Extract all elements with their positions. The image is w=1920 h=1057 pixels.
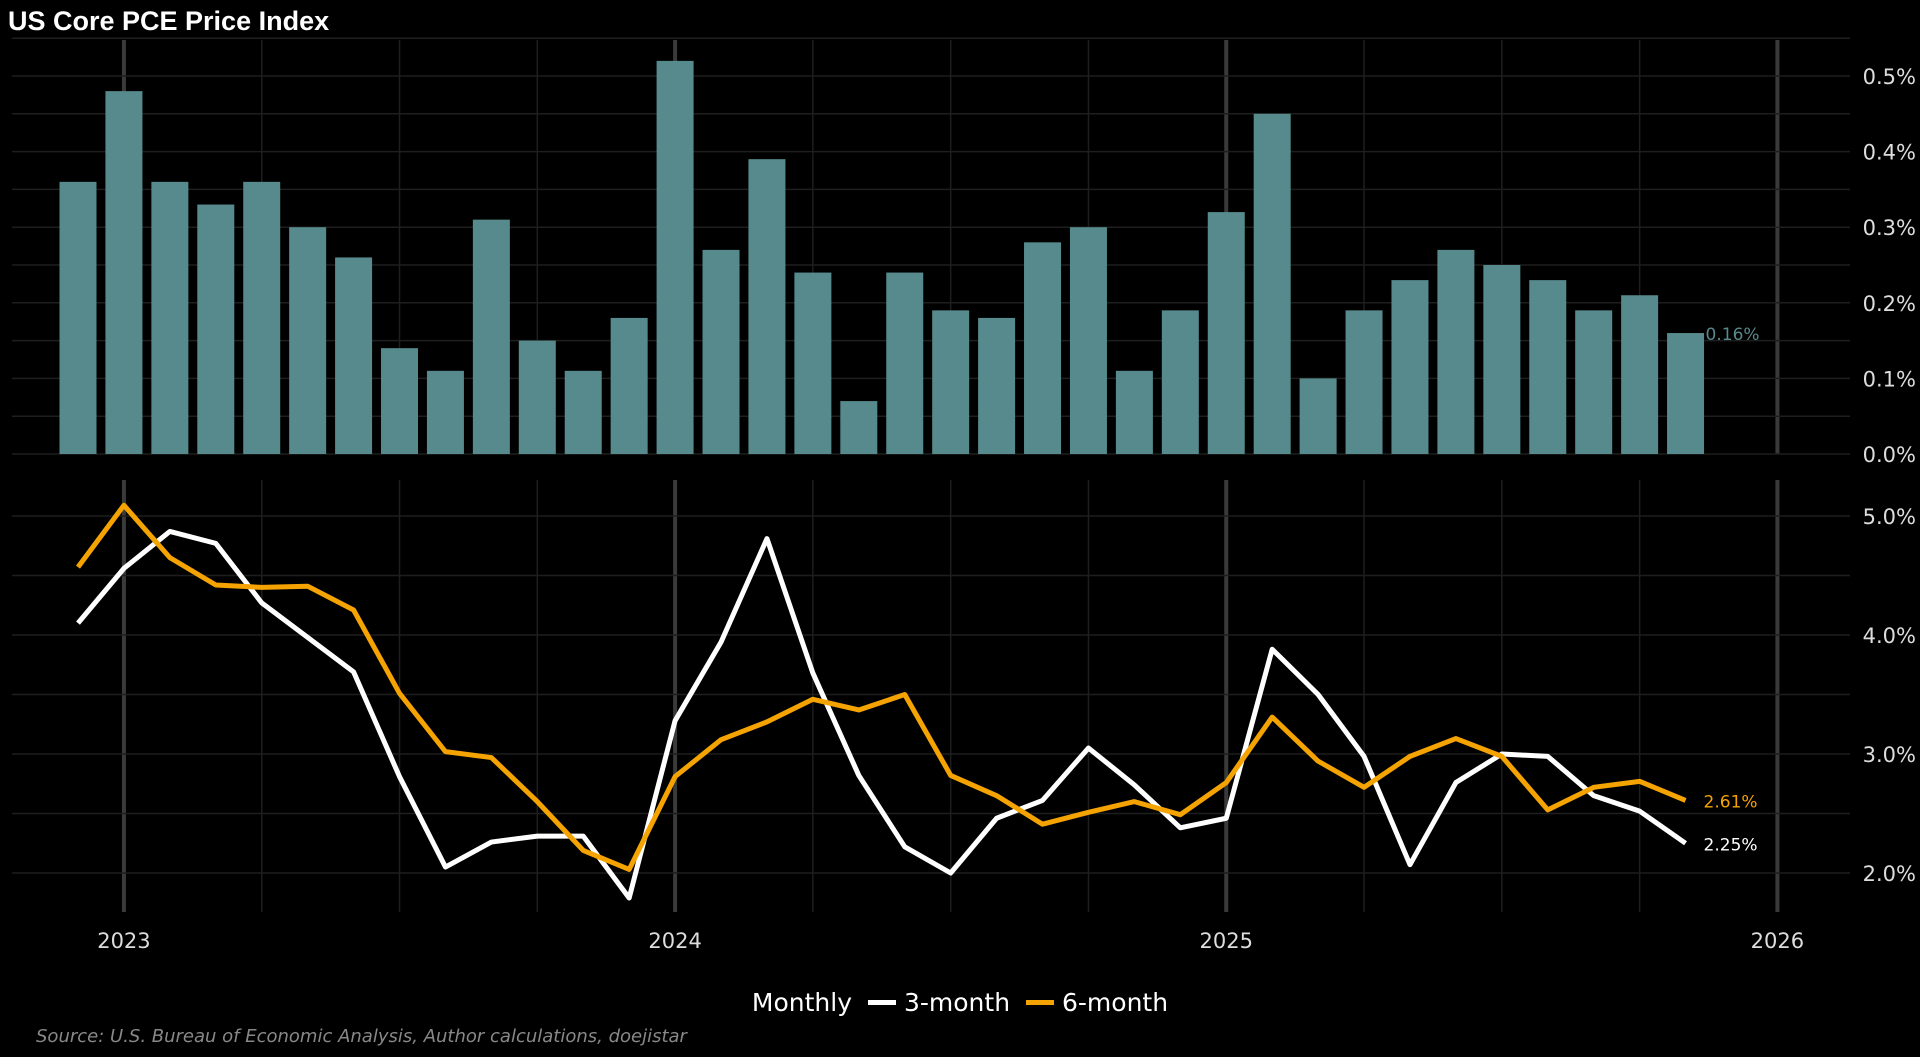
legend-swatch-6month xyxy=(1026,999,1054,1005)
bar xyxy=(1483,265,1521,454)
line-3month xyxy=(76,528,1687,901)
bar xyxy=(243,181,281,454)
y-tick-label-top: 0.1% xyxy=(1863,367,1916,391)
bar xyxy=(564,370,602,454)
y-tick-label-top: 0.0% xyxy=(1863,443,1916,467)
x-tick-label: 2023 xyxy=(97,929,150,953)
bar xyxy=(1391,280,1429,454)
x-tick-label: 2026 xyxy=(1751,929,1804,953)
bar xyxy=(1575,310,1613,454)
bar xyxy=(656,60,694,454)
bar xyxy=(1345,310,1383,454)
bar xyxy=(1161,310,1199,454)
legend: Monthly 3-month 6-month xyxy=(0,986,1920,1017)
bar xyxy=(518,340,556,454)
label-3month-last: 2.25% xyxy=(1704,835,1758,855)
y-tick-label-top: 0.2% xyxy=(1863,292,1916,316)
bar xyxy=(610,317,648,454)
bar xyxy=(1024,242,1062,454)
bar xyxy=(1621,295,1659,454)
bar xyxy=(840,401,878,454)
bar-last-label: 0.16% xyxy=(1706,325,1760,345)
bar xyxy=(1069,227,1107,454)
bar xyxy=(1437,249,1475,454)
bar xyxy=(472,219,510,454)
label-6month-last: 2.61% xyxy=(1704,792,1758,812)
chart-title: US Core PCE Price Index xyxy=(8,6,330,36)
y-tick-label-top: 0.4% xyxy=(1863,141,1916,165)
legend-6month: 6-month xyxy=(1062,987,1169,1017)
legend-3month: 3-month xyxy=(903,987,1011,1017)
x-tick-label: 2024 xyxy=(648,929,701,953)
bar xyxy=(702,249,740,454)
bar xyxy=(1299,378,1337,454)
bar xyxy=(748,159,786,454)
bar xyxy=(105,91,143,455)
y-tick-label-top: 0.3% xyxy=(1863,216,1916,240)
y-tick-label-bottom: 3.0% xyxy=(1863,743,1916,767)
bar xyxy=(151,181,189,454)
y-tick-label-bottom: 5.0% xyxy=(1863,505,1916,529)
line-6month xyxy=(75,502,1687,872)
x-tick-label: 2025 xyxy=(1200,929,1253,953)
bar xyxy=(1253,113,1291,455)
y-tick-label-top: 0.5% xyxy=(1863,65,1916,89)
y-tick-label-bottom: 4.0% xyxy=(1863,624,1916,648)
bar xyxy=(1207,212,1245,454)
bar xyxy=(1529,280,1567,454)
bar xyxy=(289,227,327,454)
bar xyxy=(335,257,373,454)
bar xyxy=(794,272,832,454)
legend-monthly: Monthly xyxy=(751,987,853,1017)
bar xyxy=(978,317,1016,454)
bar xyxy=(381,348,419,454)
bar xyxy=(197,204,235,454)
legend-swatch-3month xyxy=(867,999,896,1005)
bar xyxy=(1667,333,1705,454)
bar xyxy=(932,310,970,454)
bar xyxy=(59,181,97,454)
bar xyxy=(1115,370,1153,454)
source-note: Source: U.S. Bureau of Economic Analysis… xyxy=(36,1026,687,1047)
bar xyxy=(426,370,464,454)
bar xyxy=(886,272,924,454)
y-tick-label-bottom: 2.0% xyxy=(1863,862,1916,886)
